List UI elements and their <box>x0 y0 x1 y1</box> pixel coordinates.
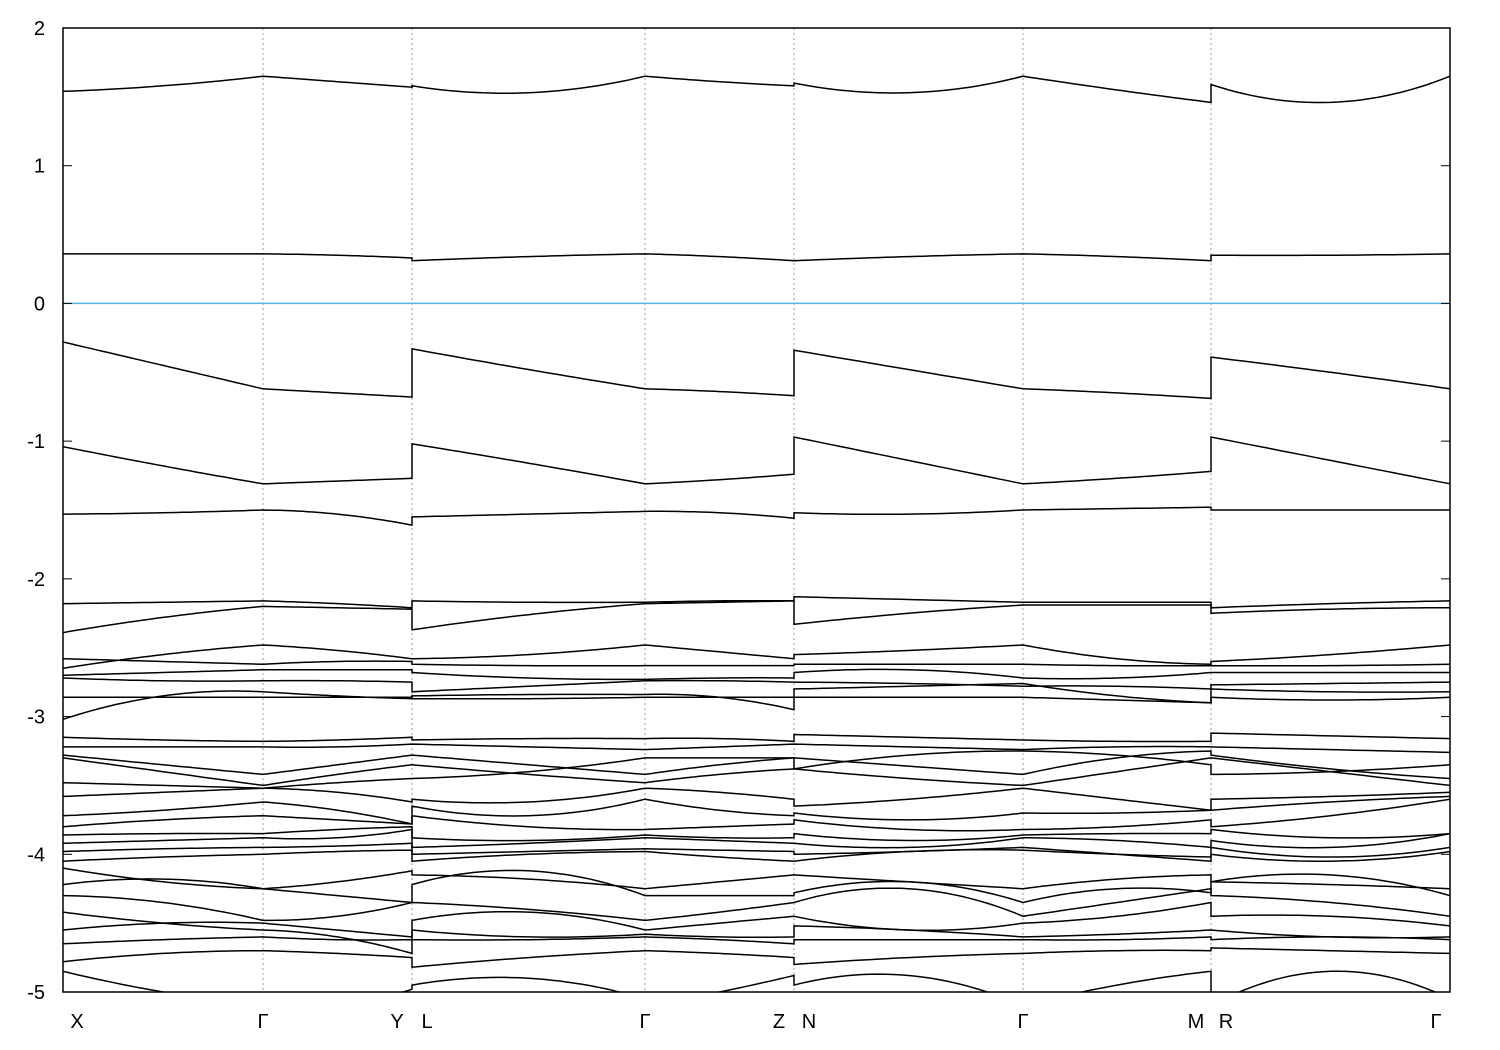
band-line-19 <box>63 787 1450 812</box>
band-line-3 <box>63 341 1450 400</box>
band-line-20 <box>63 795 1450 825</box>
band-line-29 <box>63 901 1450 955</box>
bands-group <box>63 75 1450 992</box>
band-line-22 <box>63 825 1450 842</box>
band-line-32 <box>63 947 1450 969</box>
band-line-1 <box>63 75 1450 104</box>
y-tick-label: 1 <box>34 156 45 178</box>
band-line-8 <box>63 644 1450 670</box>
y-tick-label: 2 <box>34 18 45 40</box>
band-line-17 <box>63 757 1450 787</box>
y-tick-label: -3 <box>27 707 45 729</box>
band-line-10 <box>63 668 1450 681</box>
band-line-33 <box>63 970 1437 992</box>
band-line-2 <box>63 253 1450 262</box>
band-line-6 <box>63 596 1450 609</box>
band-line-21 <box>63 798 1450 832</box>
x-tick-label: N <box>802 1011 816 1033</box>
band-line-15 <box>63 743 1450 754</box>
x-tick-label: Γ <box>1430 1011 1441 1033</box>
band-line-9 <box>63 657 1450 667</box>
y-tick-label: -5 <box>27 982 45 1004</box>
band-line-4 <box>63 436 1450 485</box>
band-line-13 <box>63 696 1450 704</box>
x-tick-label: Y <box>390 1011 403 1033</box>
y-tick-label: -4 <box>27 844 45 866</box>
x-tick-label: X <box>70 1011 83 1033</box>
band-line-5 <box>63 506 1450 526</box>
band-line-14 <box>63 732 1450 743</box>
x-tick-label: Γ <box>639 1011 650 1033</box>
x-tick-label: R <box>1219 1011 1233 1033</box>
band-line-30 <box>63 921 1450 939</box>
band-line-31 <box>63 936 1450 945</box>
x-tick-label: L <box>421 1011 432 1033</box>
band-line-27 <box>63 869 1450 904</box>
band-line-28 <box>63 887 1450 922</box>
x-tick-label: Γ <box>1017 1011 1028 1033</box>
y-tick-label: -2 <box>27 569 45 591</box>
band-line-18 <box>63 750 1450 789</box>
x-tick-label: M <box>1188 1011 1205 1033</box>
y-tick-label: 0 <box>34 293 45 315</box>
band-line-23 <box>63 828 1450 849</box>
plot-frame <box>62 27 1451 993</box>
band-line-25 <box>63 848 1450 863</box>
band-line-12 <box>63 682 1450 721</box>
x-tick-label: Γ <box>257 1011 268 1033</box>
y-tick-label: -1 <box>27 431 45 453</box>
band-line-24 <box>63 842 1450 863</box>
band-line-16 <box>63 750 1450 780</box>
band-line-7 <box>63 600 1450 634</box>
x-tick-label: Z <box>773 1011 785 1033</box>
band-line-11 <box>63 677 1450 693</box>
band-line-26 <box>63 867 1450 890</box>
